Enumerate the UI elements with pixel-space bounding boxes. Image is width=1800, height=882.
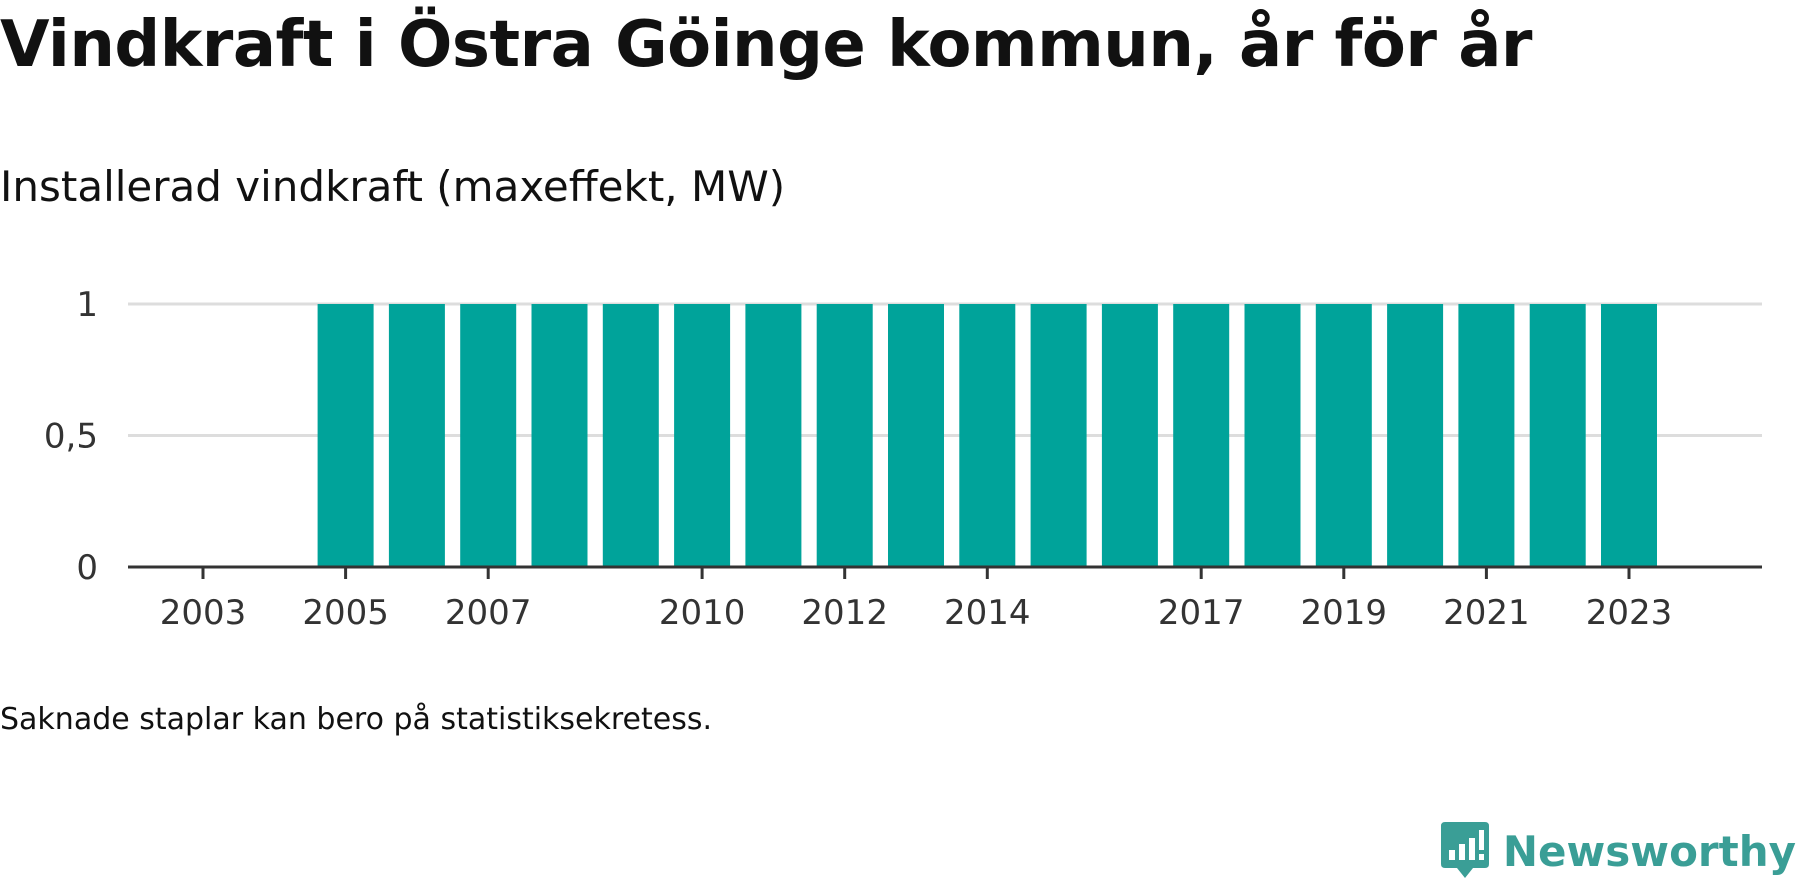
chart-subtitle: Installerad vindkraft (maxeffekt, MW) (0, 162, 786, 211)
bar-2015 (1030, 304, 1087, 567)
y-tick-label: 0 (76, 548, 98, 588)
x-tick-label: 2003 (160, 593, 247, 633)
x-tick-label: 2017 (1158, 593, 1245, 633)
bar-2018 (1244, 304, 1301, 567)
axes (128, 565, 1762, 579)
bar-2023 (1601, 304, 1657, 567)
brand-logo: Newsworthy (1439, 820, 1796, 882)
bar-2022 (1529, 304, 1586, 567)
bar-2016 (1101, 304, 1158, 567)
bar-2007 (460, 304, 517, 567)
bar-2006 (388, 304, 445, 567)
bar-2019 (1315, 304, 1372, 567)
bar-2012 (816, 304, 873, 567)
bar-2017 (1173, 304, 1230, 567)
x-tick-label: 2005 (302, 593, 389, 633)
tick-labels: 0 0,5 1 2003 2005 2007 2010 2012 2014 2017 2019 202… (44, 285, 1672, 633)
bar-2009 (602, 304, 659, 567)
y-tick-label: 0,5 (44, 417, 98, 457)
bar-chart: 0 0,5 1 2003 2005 2007 2010 2012 2014 2017 2019 202… (44, 285, 1762, 633)
bar-2010 (674, 304, 731, 567)
chart-title: Vindkraft i Östra Göinge kommun, år för … (0, 8, 1532, 82)
bar-2020 (1387, 304, 1444, 567)
y-tick-label: 1 (76, 285, 98, 325)
x-tick-label: 2014 (944, 593, 1031, 633)
newsworthy-logo-icon (1440, 822, 1489, 878)
x-tick-label: 2023 (1586, 593, 1673, 633)
bar-2014 (959, 304, 1016, 567)
bar-2021 (1458, 304, 1515, 567)
bars (317, 304, 1657, 567)
bar-2008 (531, 304, 588, 567)
x-tick-label: 2019 (1301, 593, 1388, 633)
brand-name: Newsworthy (1502, 826, 1796, 876)
bar-2005 (317, 304, 374, 567)
x-tick-label: 2007 (445, 593, 532, 633)
bar-2011 (745, 304, 802, 567)
x-tick-label: 2021 (1443, 593, 1530, 633)
x-tick-label: 2012 (801, 593, 888, 633)
x-tick-label: 2010 (659, 593, 746, 633)
footnote: Saknade staplar kan bero på statistiksek… (0, 702, 713, 737)
bar-2013 (888, 304, 944, 567)
